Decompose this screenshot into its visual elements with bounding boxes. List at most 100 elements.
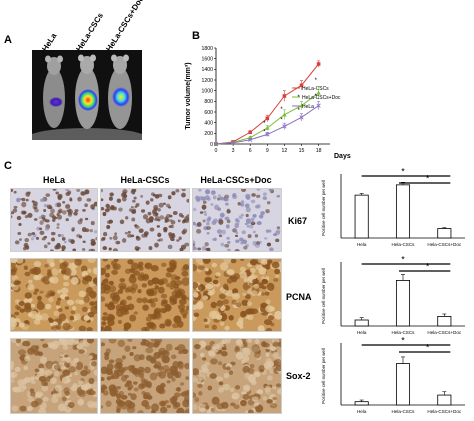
nucleus xyxy=(33,318,41,325)
nucleus xyxy=(174,276,181,280)
nucleus xyxy=(58,339,65,343)
nucleus xyxy=(95,237,97,241)
nucleus xyxy=(181,189,186,192)
nucleus xyxy=(212,195,217,200)
nucleus xyxy=(251,396,259,402)
nucleus xyxy=(244,203,250,208)
nucleus xyxy=(198,391,203,396)
nucleus xyxy=(233,404,240,410)
nucleus xyxy=(73,211,78,216)
ihc-column-header-hela: HeLa xyxy=(42,175,65,185)
nucleus xyxy=(265,299,271,305)
nucleus xyxy=(234,249,240,251)
nucleus xyxy=(228,315,234,321)
nucleus xyxy=(33,349,40,356)
ihc-tile-pcna-hela-cscs xyxy=(100,258,190,332)
nucleus xyxy=(101,321,107,326)
mouse-3 xyxy=(108,54,132,129)
nucleus xyxy=(251,379,257,386)
nucleus xyxy=(144,262,153,270)
nucleus xyxy=(69,339,76,344)
nucleus xyxy=(194,344,201,350)
nucleus xyxy=(48,318,54,324)
nucleus xyxy=(34,375,40,380)
nucleus xyxy=(276,226,281,230)
nucleus xyxy=(260,304,268,313)
nucleus xyxy=(272,351,279,358)
nucleus xyxy=(53,364,61,371)
nucleus xyxy=(176,407,185,413)
nucleus xyxy=(70,385,78,392)
data-point xyxy=(282,124,287,129)
nucleus xyxy=(54,371,60,377)
nucleus xyxy=(202,259,211,264)
nucleus xyxy=(12,208,18,213)
nucleus xyxy=(42,218,47,222)
nucleus xyxy=(101,405,104,409)
nucleus xyxy=(76,234,81,238)
nucleus xyxy=(153,204,159,211)
nucleus xyxy=(26,406,33,412)
nucleus xyxy=(19,405,27,412)
nucleus xyxy=(89,301,96,307)
nucleus xyxy=(142,304,149,311)
nucleus xyxy=(17,349,27,356)
nucleus xyxy=(86,339,95,344)
nucleus xyxy=(126,380,132,386)
nucleus xyxy=(124,231,129,235)
nucleus xyxy=(63,281,70,287)
nucleus xyxy=(207,197,211,201)
nucleus xyxy=(207,350,215,356)
nucleus xyxy=(46,204,52,210)
nucleus xyxy=(110,260,117,266)
nucleus xyxy=(78,380,84,385)
nucleus xyxy=(251,259,259,265)
nucleus xyxy=(43,208,47,213)
ihc-column-header-hela-cscs: HeLa-CSCs xyxy=(120,175,170,185)
nucleus xyxy=(235,239,240,243)
nucleus xyxy=(101,267,106,276)
nucleus xyxy=(193,281,199,289)
data-point xyxy=(213,141,219,147)
nucleus xyxy=(160,293,168,299)
nucleus xyxy=(78,299,85,305)
nucleus xyxy=(92,401,97,408)
data-point xyxy=(265,125,270,130)
nucleus xyxy=(223,372,230,379)
nucleus xyxy=(274,268,281,275)
nucleus xyxy=(175,189,180,193)
nucleus xyxy=(108,196,113,201)
nucleus xyxy=(55,191,59,195)
bar xyxy=(437,228,452,239)
nucleus xyxy=(116,408,121,413)
nucleus xyxy=(65,192,71,197)
nucleus xyxy=(138,354,145,361)
nucleus xyxy=(230,402,236,407)
x-axis-label: Days xyxy=(334,153,351,160)
nucleus xyxy=(78,325,87,331)
nucleus xyxy=(181,270,189,277)
nucleus xyxy=(39,230,45,235)
nucleus xyxy=(157,286,165,294)
nucleus xyxy=(127,339,133,342)
nucleus xyxy=(264,363,273,371)
nucleus xyxy=(119,219,125,225)
nucleus xyxy=(170,297,176,302)
nucleus xyxy=(180,244,187,250)
nucleus xyxy=(74,313,81,321)
nucleus xyxy=(238,271,247,279)
nucleus xyxy=(24,302,32,310)
nucleus xyxy=(74,259,82,266)
nucleus xyxy=(132,346,137,350)
nucleus xyxy=(75,361,84,371)
nucleus xyxy=(253,283,260,289)
nucleus xyxy=(151,277,158,283)
nucleus xyxy=(267,259,273,264)
nucleus xyxy=(41,384,49,392)
nucleus xyxy=(176,290,183,297)
nucleus xyxy=(106,220,112,225)
nucleus xyxy=(264,237,268,240)
nucleus xyxy=(126,295,133,301)
nucleus xyxy=(231,395,237,400)
nucleus xyxy=(275,230,281,236)
